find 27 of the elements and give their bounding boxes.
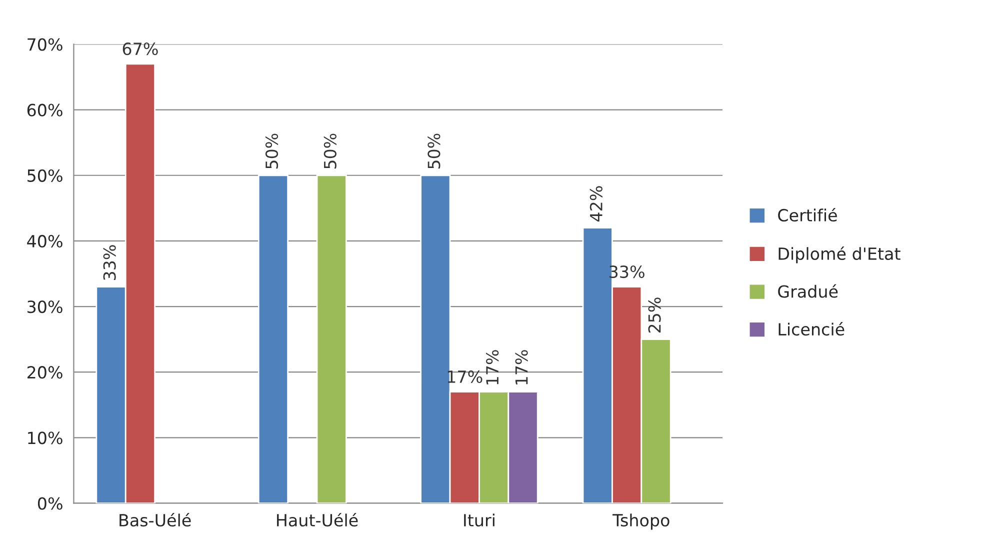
data-label: 17% (515, 350, 528, 384)
data-label: 42% (590, 186, 602, 222)
bar (316, 174, 347, 504)
data-label: 17% (486, 350, 499, 384)
data-label: 50% (265, 134, 278, 169)
data-label: 50% (428, 134, 440, 169)
y-tick-label: 40% (27, 234, 62, 248)
legend-label: Licencié (778, 322, 844, 336)
legend-label: Certifié (778, 208, 837, 222)
bar (258, 174, 289, 504)
data-label: 67% (122, 42, 158, 56)
y-tick-label: 20% (27, 366, 62, 379)
x-tick-label: Ituri (464, 514, 494, 527)
x-tick-label: Bas-Uélé (120, 512, 191, 527)
y-tick-label: 0% (38, 497, 62, 510)
y-tick-label: 10% (28, 432, 62, 444)
legend-label: Gradué (778, 284, 838, 298)
y-tick-label: 50% (28, 169, 62, 182)
y-tick-label: 60% (27, 104, 62, 116)
y-tick-label: 70% (28, 38, 62, 51)
data-label: 25% (648, 298, 661, 333)
legend-label: Diplomé d'Etat (778, 246, 900, 264)
x-tick-label: Tshopo (612, 514, 670, 530)
data-label: 50% (324, 134, 336, 169)
data-label: 33% (103, 245, 116, 280)
y-tick-label: 30% (28, 300, 62, 314)
x-tick-label: Haut-Uélé (277, 512, 358, 527)
